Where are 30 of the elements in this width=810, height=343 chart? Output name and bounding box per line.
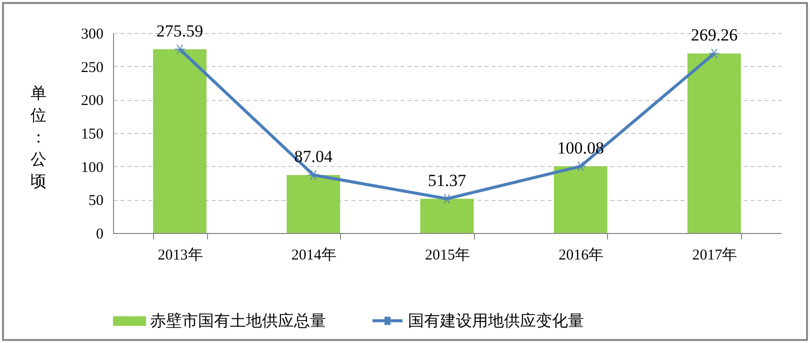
point: [708, 48, 720, 59]
legend-label: 赤壁市国有土地供应总量: [150, 312, 326, 330]
point: [574, 161, 586, 172]
x-tick-label: 2015年: [425, 246, 470, 264]
bar: [687, 53, 741, 233]
data-label: 100.08: [557, 138, 604, 158]
y-tick-label: 150: [81, 126, 104, 142]
point: [174, 44, 186, 54]
data-label: 87.04: [294, 146, 334, 166]
y-tick-label: 100: [81, 160, 104, 176]
legend-label: 国有建设用地供应变化量: [408, 312, 584, 330]
data-label: 51.37: [428, 170, 467, 190]
data-label: 275.59: [156, 21, 204, 40]
data-label: 269.26: [690, 25, 738, 44]
point: [308, 170, 320, 180]
point: [441, 194, 453, 204]
y-tick-label: 0: [96, 226, 104, 242]
bar: [286, 174, 340, 233]
y-tick-label: 250: [81, 60, 104, 76]
y-axis-title: 单位：公顷: [30, 84, 46, 190]
bar: [420, 198, 474, 233]
y-tick-label: 300: [81, 26, 104, 42]
y-tick-label: 200: [81, 93, 104, 110]
x-tick-label: 2014年: [291, 246, 336, 264]
x-tick-label: 2016年: [558, 246, 604, 264]
x-tick-label: 2017年: [692, 246, 738, 264]
bar: [153, 49, 207, 233]
x-tick-label: 2013年: [158, 246, 203, 264]
bar: [554, 166, 608, 233]
y-tick-label: 50: [88, 193, 104, 210]
